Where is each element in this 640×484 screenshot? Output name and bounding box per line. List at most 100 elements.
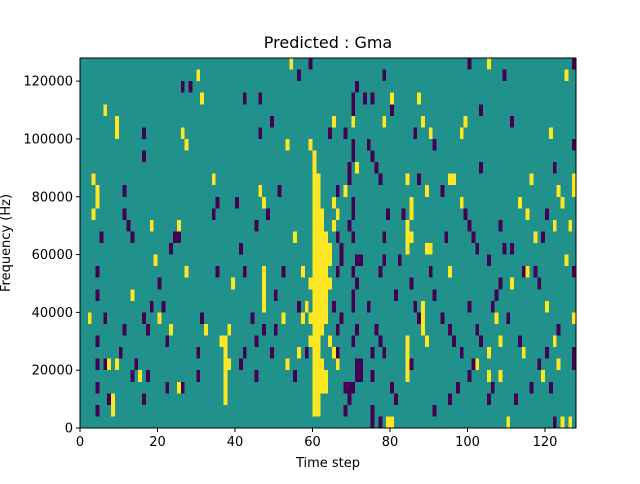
heatmap-cell-high: [169, 323, 174, 336]
x-tick-label: 20: [149, 435, 166, 450]
heatmap-cell-high: [176, 219, 181, 232]
heatmap-cell-low: [486, 393, 491, 405]
heatmap-cell-high: [312, 370, 317, 382]
heatmap-cell-low: [552, 162, 557, 174]
heatmap-cell-low: [235, 196, 239, 209]
heatmap-cell-high: [262, 289, 267, 301]
heatmap-cell-low: [463, 208, 468, 220]
heatmap-cell-high: [184, 266, 189, 278]
heatmap-cell-high: [459, 127, 464, 139]
heatmap-cell-high: [320, 370, 325, 382]
heatmap-cell-high: [417, 92, 422, 105]
heatmap-cell-low: [355, 277, 360, 290]
heatmap-cell-low: [359, 370, 363, 382]
heatmap-cell-high: [312, 393, 317, 405]
heatmap-cell-low: [254, 219, 259, 232]
heatmap-cell-high: [258, 185, 263, 197]
heatmap-cell-low: [103, 358, 108, 371]
heatmap-cell-low: [215, 196, 220, 209]
heatmap-cell-low: [351, 208, 356, 220]
heatmap-cell-high: [308, 277, 313, 290]
heatmap-cell-low: [390, 104, 394, 116]
heatmap-cell-low: [351, 266, 356, 278]
heatmap-cell-high: [312, 243, 317, 255]
heatmap-cell-low: [378, 266, 383, 278]
heatmap-cell-high: [114, 358, 119, 371]
heatmap-cell-low: [521, 266, 526, 278]
chart-title: Predicted : Gma: [264, 33, 392, 52]
heatmap-cell-high: [355, 162, 360, 174]
heatmap-cell-high: [316, 196, 321, 209]
heatmap-cell-low: [335, 266, 340, 278]
heatmap-cell-low: [134, 358, 139, 371]
heatmap-cell-low: [428, 266, 433, 278]
heatmap-cell-high: [328, 243, 332, 255]
heatmap-cell-high: [262, 196, 267, 209]
heatmap-cell-high: [405, 231, 410, 243]
heatmap-cell-high: [320, 323, 325, 336]
heatmap-cell-low: [238, 358, 243, 371]
heatmap-cell-low: [459, 347, 464, 359]
heatmap-cell-high: [405, 173, 410, 186]
heatmap-cell-low: [95, 381, 100, 394]
heatmap-cell-low: [452, 335, 456, 348]
heatmap-cell-high: [316, 404, 321, 417]
heatmap-cell-low: [572, 358, 577, 371]
heatmap-cell-low: [541, 231, 546, 243]
heatmap-cell-high: [223, 358, 228, 371]
heatmap-cell-high: [223, 335, 228, 348]
heatmap-cell-high: [316, 208, 321, 220]
heatmap-cell-high: [312, 335, 317, 348]
heatmap-cell-high: [223, 393, 228, 405]
heatmap-cell-low: [328, 127, 332, 139]
heatmap-cell-high: [316, 173, 321, 186]
heatmap-cell-low: [122, 208, 127, 220]
heatmap-cell-low: [126, 219, 131, 232]
heatmap-cell-low: [180, 381, 185, 394]
plot-frame: [79, 57, 577, 429]
heatmap-cell-low: [370, 92, 375, 105]
heatmap-cell-low: [479, 162, 484, 174]
heatmap-cell-low: [293, 370, 298, 382]
heatmap-cell-low: [545, 347, 549, 359]
heatmap-cell-low: [548, 381, 553, 394]
heatmap-cell-low: [362, 92, 367, 105]
x-tick-label: 40: [227, 435, 244, 450]
heatmap-cell-high: [316, 231, 321, 243]
heatmap-cell-low: [393, 393, 398, 405]
heatmap-cell-low: [277, 185, 282, 197]
heatmap-cell-high: [107, 358, 112, 371]
heatmap-cell-low: [397, 254, 402, 267]
heatmap-cell-high: [506, 416, 511, 428]
heatmap-cell-high: [312, 312, 317, 324]
heatmap-cell-low: [490, 381, 495, 394]
heatmap-cell-high: [486, 370, 491, 382]
heatmap-cell-low: [471, 358, 476, 371]
heatmap-cell-low: [467, 370, 472, 382]
heatmap-cell-high: [312, 196, 317, 209]
heatmap-cell-low: [374, 323, 379, 336]
heatmap-cell-low: [339, 243, 344, 255]
y-tick-label: 80000: [32, 190, 73, 205]
heatmap-cell-high: [320, 219, 325, 232]
heatmap-cell-low: [188, 81, 193, 93]
heatmap-cell-low: [382, 347, 387, 359]
y-tick-label: 100000: [23, 132, 73, 147]
heatmap-cell-low: [347, 381, 352, 394]
heatmap-cell-low: [297, 69, 301, 82]
heatmap-cell-low: [386, 208, 391, 220]
heatmap-cell-low: [343, 127, 348, 139]
heatmap-cell-low: [529, 381, 534, 394]
heatmap-cell-high: [308, 312, 313, 324]
heatmap-cell-low: [366, 300, 371, 313]
heatmap-cell-high: [328, 254, 332, 267]
heatmap-cell-high: [293, 231, 298, 243]
heatmap-cell-high: [331, 115, 336, 128]
heatmap-cell-high: [320, 277, 325, 290]
x-tick-label: 60: [304, 435, 321, 450]
heatmap-cell-high: [568, 416, 573, 428]
heatmap-cell-high: [300, 266, 305, 278]
heatmap-cell-low: [572, 58, 577, 70]
y-tick-label: 60000: [32, 248, 73, 263]
